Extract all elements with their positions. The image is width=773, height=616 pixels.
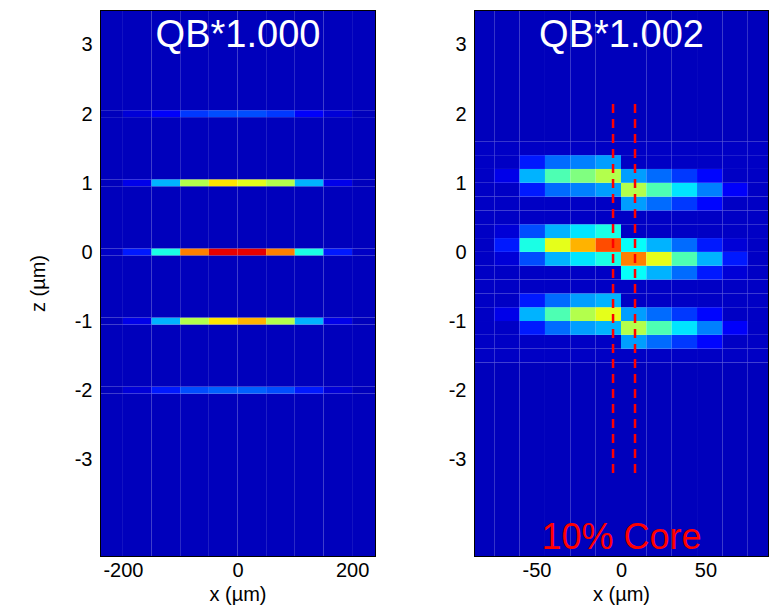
svg-text:200: 200	[336, 559, 369, 581]
svg-text:-200: -200	[103, 559, 143, 581]
svg-text:2: 2	[455, 103, 466, 125]
svg-text:-50: -50	[523, 559, 552, 581]
svg-text:3: 3	[455, 33, 466, 55]
svg-text:1: 1	[81, 172, 92, 194]
svg-text:x (µm): x (µm)	[209, 583, 266, 605]
svg-text:1: 1	[455, 172, 466, 194]
svg-text:2: 2	[81, 103, 92, 125]
svg-text:-1: -1	[449, 310, 467, 332]
svg-text:-3: -3	[449, 448, 467, 470]
svg-text:-1: -1	[75, 310, 93, 332]
svg-text:0: 0	[616, 559, 627, 581]
svg-text:-2: -2	[75, 379, 93, 401]
svg-text:10% Core: 10% Core	[541, 516, 701, 557]
svg-text:0: 0	[81, 241, 92, 263]
svg-text:z (µm): z (µm)	[27, 255, 49, 312]
svg-text:x (µm): x (µm)	[593, 583, 650, 605]
svg-text:QB*1.000: QB*1.000	[156, 13, 321, 55]
svg-text:QB*1.002: QB*1.002	[539, 13, 704, 55]
svg-text:0: 0	[455, 241, 466, 263]
svg-text:0: 0	[232, 559, 243, 581]
svg-text:-2: -2	[449, 379, 467, 401]
svg-text:-3: -3	[75, 448, 93, 470]
svg-text:3: 3	[81, 33, 92, 55]
svg-text:50: 50	[695, 559, 717, 581]
